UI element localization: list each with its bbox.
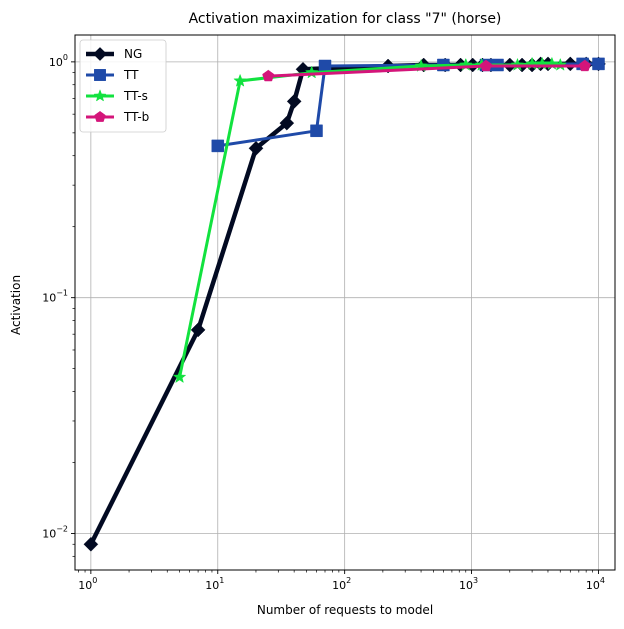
x-tick-base: 10 [332,579,346,592]
legend-label: TT-s [123,89,148,103]
x-tick-exponent: 1 [219,576,224,585]
y-tick-label: 10−1 [42,289,68,305]
x-tick-label: 101 [205,576,224,592]
y-tick-base: 10 [42,292,56,305]
y-axis-label: Activation [9,275,23,335]
y-tick-exponent: −1 [56,289,68,298]
y-tick-label: 100 [49,53,68,69]
y-tick-exponent: 0 [63,53,68,62]
series-tt-b [262,59,591,82]
x-tick-base: 10 [459,579,473,592]
y-tick-label: 10−2 [42,524,68,540]
data-point [262,69,275,82]
data-point [172,369,187,384]
data-point [510,57,525,71]
data-point [480,59,492,72]
legend-label: TT [123,68,139,82]
data-point [83,536,99,552]
legend-label: TT-b [123,110,149,124]
x-tick-label: 102 [332,576,351,592]
data-point [578,59,591,72]
legend-label: NG [124,47,142,61]
x-axis: 100 101 102 103 104 [78,570,605,592]
legend-swatch-marker [94,69,106,81]
y-tick-base: 10 [49,56,63,69]
data-point [190,322,206,338]
legend-swatch-marker [92,47,108,61]
data-point [211,139,225,153]
data-point [286,94,302,109]
x-tick-exponent: 2 [346,576,351,585]
legend: NG TT TT-s TT-b [79,39,167,133]
x-tick-label: 100 [78,576,97,592]
series-layer [83,56,606,552]
x-tick-base: 10 [586,579,600,592]
x-tick-exponent: 3 [473,576,478,585]
data-point [233,73,247,87]
data-point [248,140,264,156]
data-point [553,57,568,71]
legend-box [79,39,167,133]
legend-swatch-marker [93,89,107,102]
x-axis-label: Number of requests to model [257,603,433,617]
chart-title: Activation maximization for class "7" (h… [189,11,502,27]
x-tick-label: 104 [586,576,605,592]
legend-swatch-marker [94,110,106,122]
x-tick-exponent: 0 [92,576,97,585]
y-tick-base: 10 [42,527,56,540]
data-point [592,57,605,71]
y-tick-exponent: −2 [56,524,68,533]
data-point [279,115,295,131]
x-tick-base: 10 [205,579,219,592]
x-tick-base: 10 [78,579,92,592]
x-tick-label: 103 [459,576,478,592]
data-point [310,124,323,138]
x-tick-exponent: 4 [600,576,605,585]
